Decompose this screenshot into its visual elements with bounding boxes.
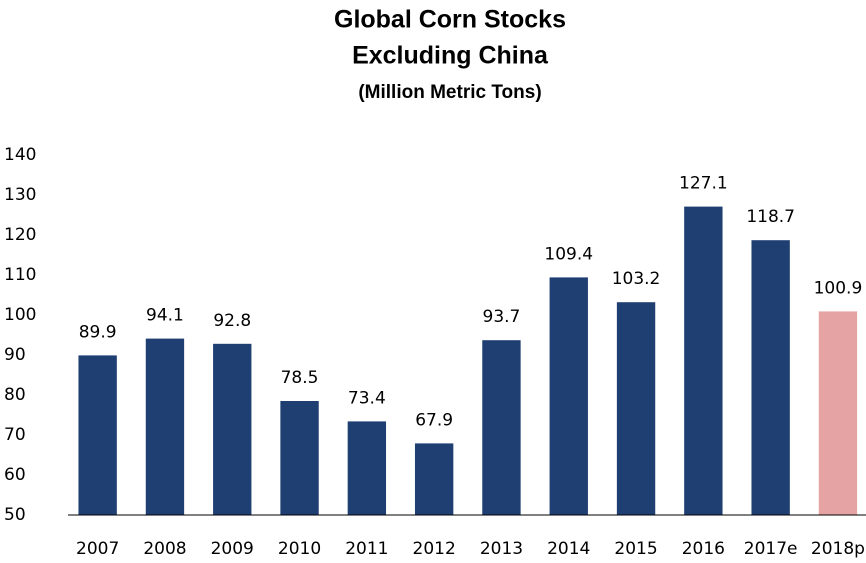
y-tick-label: 110 — [4, 265, 36, 285]
chart-title: Excluding China — [352, 42, 549, 70]
value-label: 109.4 — [544, 244, 593, 264]
x-tick-label: 2007 — [76, 539, 119, 559]
bar — [549, 277, 588, 515]
value-label: 78.5 — [281, 368, 319, 388]
bar — [414, 443, 454, 515]
chart-title: Global Corn Stocks — [334, 6, 566, 34]
bar — [347, 421, 387, 515]
y-tick-label: 130 — [4, 185, 36, 205]
x-tick-label: 2014 — [547, 539, 590, 559]
x-tick-label: 2011 — [345, 539, 388, 559]
x-tick-label: 2016 — [682, 539, 725, 559]
x-tick-label: 2008 — [143, 539, 186, 559]
x-tick-label: 2010 — [278, 539, 321, 559]
bar — [482, 340, 521, 515]
value-label: 92.8 — [213, 311, 251, 331]
y-tick-label: 90 — [4, 345, 26, 365]
value-label: 100.9 — [814, 278, 863, 298]
chart-subtitle: (Million Metric Tons) — [358, 82, 541, 103]
bar — [213, 343, 252, 515]
value-label: 118.7 — [746, 207, 795, 227]
bar — [280, 401, 319, 515]
value-label: 89.9 — [79, 322, 117, 342]
y-tick-label: 140 — [4, 145, 36, 165]
bar — [145, 338, 185, 515]
value-label: 73.4 — [348, 388, 386, 408]
y-tick-label: 120 — [4, 225, 36, 245]
value-label: 127.1 — [679, 174, 728, 194]
bar — [616, 302, 656, 515]
value-label: 93.7 — [483, 307, 521, 327]
x-tick-label: 2017e — [744, 539, 798, 559]
y-tick-label: 50 — [4, 505, 26, 525]
bar — [684, 206, 723, 515]
bar — [751, 240, 790, 515]
x-tick-label: 2012 — [413, 539, 456, 559]
y-tick-label: 80 — [4, 385, 26, 405]
x-tick-label: 2009 — [211, 539, 254, 559]
x-tick-label: 2013 — [480, 539, 523, 559]
bar — [818, 311, 858, 515]
y-tick-label: 60 — [4, 465, 26, 485]
y-tick-label: 100 — [4, 305, 36, 325]
value-label: 67.9 — [415, 410, 453, 430]
bar — [78, 355, 117, 515]
x-tick-label: 2018p — [811, 539, 865, 559]
value-label: 103.2 — [612, 269, 661, 289]
x-tick-label: 2015 — [614, 539, 657, 559]
y-tick-label: 70 — [4, 425, 26, 445]
value-label: 94.1 — [146, 306, 184, 326]
